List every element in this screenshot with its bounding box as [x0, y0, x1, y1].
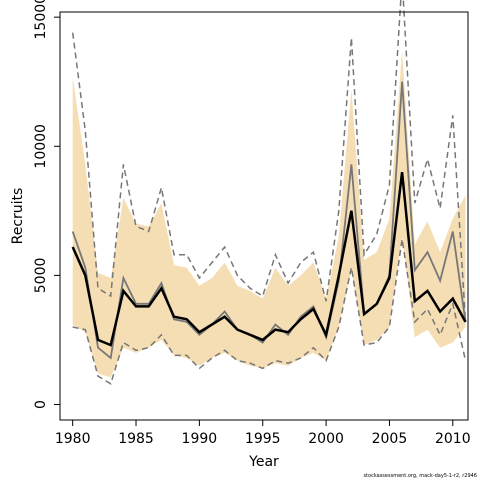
- x-tick-label: 1995: [245, 431, 281, 447]
- x-axis: 1980 1985 1990 1995 2000 2005 2010: [55, 420, 471, 447]
- y-tick-label: 15000: [33, 0, 49, 39]
- y-axis-title: Recruits: [10, 188, 26, 245]
- y-tick-label: 5000: [33, 258, 49, 294]
- dashed-upper-line: [71, 0, 467, 322]
- median-line: [71, 171, 467, 347]
- x-tick-label: 2010: [435, 431, 471, 447]
- credit-text: stockassessment.org, mack-day5-1-r2, r29…: [363, 473, 477, 479]
- plot-frame: [59, 11, 469, 421]
- plot-area: [71, 0, 467, 385]
- confidence-band: [72, 50, 466, 378]
- y-axis: 0 5000 10000 15000: [33, 0, 60, 409]
- x-tick-label: 1980: [55, 431, 91, 447]
- y-tick-label: 0: [33, 400, 49, 409]
- x-axis-title: Year: [248, 454, 279, 470]
- x-tick-label: 1990: [182, 431, 218, 447]
- x-tick-label: 1985: [118, 431, 154, 447]
- y-tick-label: 10000: [33, 124, 49, 169]
- dashed-lower-line: [72, 239, 467, 385]
- x-tick-label: 2000: [308, 431, 344, 447]
- x-tick-label: 2005: [372, 431, 408, 447]
